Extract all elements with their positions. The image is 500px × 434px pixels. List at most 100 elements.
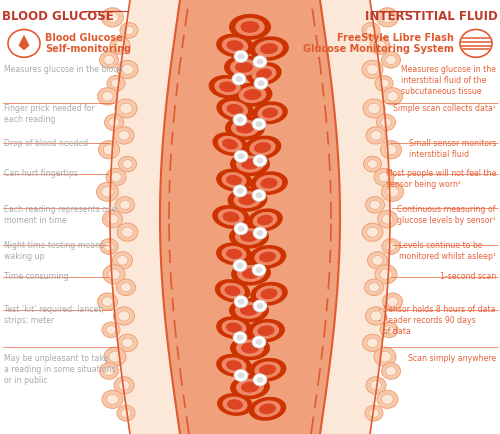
Circle shape — [370, 37, 390, 54]
Circle shape — [118, 381, 130, 390]
Text: Time consuming: Time consuming — [4, 272, 68, 281]
Circle shape — [382, 88, 402, 105]
Circle shape — [104, 347, 126, 366]
Text: May be unpleasant to take
a reading in some situations
or in public: May be unpleasant to take a reading in s… — [4, 354, 116, 385]
Circle shape — [258, 80, 264, 86]
Ellipse shape — [252, 212, 278, 228]
Circle shape — [102, 210, 122, 228]
Ellipse shape — [262, 108, 278, 118]
Circle shape — [256, 303, 264, 309]
Text: Glucose Monitoring System: Glucose Monitoring System — [303, 44, 454, 55]
Circle shape — [372, 256, 383, 265]
Circle shape — [234, 223, 248, 235]
Circle shape — [102, 92, 113, 101]
Text: Test ‘kit’ required: lancet;
strips; meter: Test ‘kit’ required: lancet; strips; met… — [4, 305, 104, 325]
Circle shape — [381, 118, 391, 127]
Ellipse shape — [256, 69, 272, 79]
Circle shape — [365, 405, 383, 421]
Circle shape — [256, 59, 264, 65]
Text: Self-monitoring: Self-monitoring — [45, 44, 131, 55]
Ellipse shape — [254, 362, 280, 378]
Circle shape — [236, 117, 244, 123]
Circle shape — [110, 172, 122, 182]
Circle shape — [111, 79, 121, 88]
Circle shape — [374, 347, 396, 366]
Ellipse shape — [218, 136, 242, 152]
Circle shape — [256, 158, 264, 164]
Ellipse shape — [248, 358, 286, 381]
Circle shape — [386, 242, 396, 251]
Circle shape — [382, 214, 393, 224]
Circle shape — [382, 239, 400, 254]
Circle shape — [115, 99, 137, 118]
Circle shape — [363, 99, 385, 118]
Circle shape — [114, 377, 134, 394]
Text: Blood Glucose: Blood Glucose — [45, 33, 123, 43]
Ellipse shape — [222, 357, 246, 374]
Circle shape — [116, 279, 136, 296]
Ellipse shape — [248, 245, 286, 269]
Circle shape — [375, 265, 397, 284]
Circle shape — [368, 160, 378, 168]
Ellipse shape — [260, 178, 278, 188]
Circle shape — [368, 103, 380, 114]
Circle shape — [252, 189, 266, 201]
Ellipse shape — [224, 286, 240, 296]
Circle shape — [364, 279, 384, 296]
Ellipse shape — [222, 320, 246, 335]
Ellipse shape — [241, 158, 259, 170]
Ellipse shape — [214, 79, 240, 95]
Ellipse shape — [219, 82, 236, 92]
Circle shape — [362, 334, 382, 352]
Ellipse shape — [240, 305, 258, 316]
Circle shape — [366, 127, 386, 144]
Ellipse shape — [216, 354, 252, 377]
Ellipse shape — [229, 224, 269, 249]
Ellipse shape — [242, 268, 260, 279]
Ellipse shape — [260, 289, 278, 299]
Ellipse shape — [254, 249, 280, 265]
Ellipse shape — [232, 82, 272, 107]
Circle shape — [236, 188, 244, 194]
Circle shape — [104, 56, 114, 64]
Ellipse shape — [226, 249, 242, 259]
Ellipse shape — [220, 283, 245, 299]
Ellipse shape — [226, 40, 244, 51]
Circle shape — [107, 76, 125, 91]
Text: Continuous measuring of
glucose levels by sensor¹: Continuous measuring of glucose levels b… — [397, 205, 496, 225]
Text: - Sensor holds 8 hours of data
- Reader records 90 days
  of data: - Sensor holds 8 hours of data - Reader … — [378, 305, 496, 336]
Circle shape — [234, 50, 248, 62]
Ellipse shape — [247, 319, 285, 342]
Circle shape — [122, 338, 133, 348]
Circle shape — [124, 26, 134, 35]
Circle shape — [103, 145, 115, 155]
Ellipse shape — [222, 212, 240, 222]
Ellipse shape — [216, 169, 252, 191]
Ellipse shape — [250, 171, 288, 195]
Circle shape — [370, 131, 382, 140]
Ellipse shape — [244, 135, 282, 160]
Circle shape — [366, 377, 386, 394]
Circle shape — [122, 64, 134, 75]
Ellipse shape — [250, 282, 288, 306]
Circle shape — [238, 153, 244, 159]
Circle shape — [382, 293, 402, 310]
Circle shape — [114, 127, 134, 144]
Ellipse shape — [236, 378, 264, 396]
Circle shape — [116, 197, 134, 213]
Ellipse shape — [234, 191, 262, 208]
Text: FreeStyle Libre Flash: FreeStyle Libre Flash — [337, 33, 454, 43]
Circle shape — [380, 141, 402, 159]
Ellipse shape — [215, 279, 250, 302]
Circle shape — [103, 265, 125, 284]
Ellipse shape — [218, 209, 244, 225]
Circle shape — [117, 405, 135, 421]
Text: Simple scan collects data¹: Simple scan collects data¹ — [393, 104, 496, 113]
Ellipse shape — [256, 175, 282, 191]
Circle shape — [117, 256, 128, 265]
Circle shape — [368, 252, 388, 269]
Circle shape — [233, 332, 247, 344]
Text: Scan simply anywhere: Scan simply anywhere — [408, 354, 496, 363]
Circle shape — [256, 192, 262, 198]
Text: BLOOD GLUCOSE: BLOOD GLUCOSE — [2, 10, 114, 23]
